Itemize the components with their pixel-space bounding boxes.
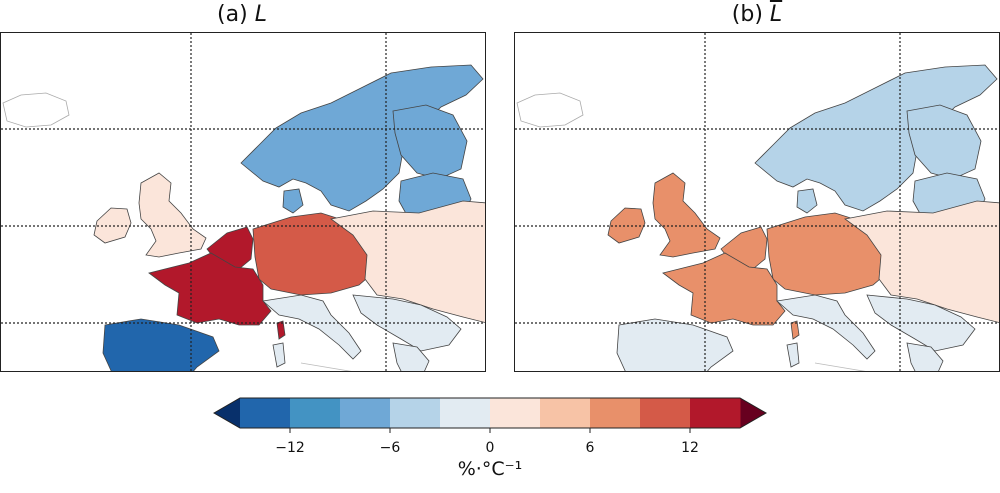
panel-b-prefix: (b) — [731, 2, 770, 27]
colorbar-tick-label: 12 — [681, 440, 699, 456]
colorbar-outline — [212, 397, 768, 429]
region-finland — [392, 104, 468, 180]
colorbar-bin — [340, 398, 391, 428]
colorbar-svg — [212, 397, 768, 433]
region-greece — [906, 342, 944, 371]
region-corsica — [790, 320, 800, 340]
region-great-britain — [138, 172, 207, 258]
colorbar-bin — [690, 398, 741, 428]
panel-b-symbol: L — [769, 2, 783, 27]
map-panel-b — [514, 32, 1000, 372]
region-eastern-europe — [844, 200, 999, 323]
region-iberia — [102, 318, 220, 371]
region-finland — [906, 104, 982, 180]
region-greece — [392, 342, 430, 371]
region-denmark — [282, 188, 304, 214]
region-france — [148, 252, 272, 326]
colorbar-bin — [290, 398, 341, 428]
region-denmark — [796, 188, 818, 214]
colorbar-extend-low — [214, 398, 240, 428]
panel-a-symbol: L — [254, 2, 267, 27]
region-iceland — [516, 92, 584, 128]
region-corsica — [276, 320, 286, 340]
colorbar-bin — [640, 398, 691, 428]
region-italy — [776, 294, 876, 360]
colorbar-bin — [240, 398, 291, 428]
coastline-hint — [814, 362, 866, 371]
region-france — [662, 252, 786, 326]
map-panel-a — [0, 32, 486, 372]
map-b-svg — [515, 33, 999, 371]
region-ireland — [607, 207, 646, 244]
colorbar-bin — [390, 398, 441, 428]
region-sardinia — [786, 342, 800, 368]
panel-b-title: (b) L — [607, 2, 907, 27]
colorbar-extend-high — [740, 398, 766, 428]
colorbar-bin — [440, 398, 491, 428]
colorbar-tick-label: −6 — [379, 440, 401, 456]
coastline-hint — [300, 362, 352, 371]
colorbar-tick-label: 6 — [585, 440, 595, 456]
colorbar-bin — [540, 398, 591, 428]
region-ireland — [93, 207, 132, 244]
region-eastern-europe — [330, 200, 485, 323]
colorbar-bin — [590, 398, 641, 428]
map-a-svg — [1, 33, 485, 371]
panel-a-title: (a) L — [92, 2, 392, 27]
colorbar: −12 −6 0 6 12 %·°C⁻¹ — [210, 388, 770, 480]
region-italy — [262, 294, 362, 360]
region-iberia — [616, 318, 734, 371]
colorbar-unit: %·°C⁻¹ — [457, 458, 523, 480]
region-sardinia — [272, 342, 286, 368]
region-great-britain — [652, 172, 721, 258]
colorbar-bin — [490, 398, 541, 428]
colorbar-tick-label: −12 — [275, 440, 305, 456]
panel-a-prefix: (a) — [217, 2, 255, 27]
region-balkans — [866, 294, 976, 352]
region-balkans — [352, 294, 462, 352]
region-iceland — [2, 92, 70, 128]
colorbar-tick-label: 0 — [485, 440, 495, 456]
